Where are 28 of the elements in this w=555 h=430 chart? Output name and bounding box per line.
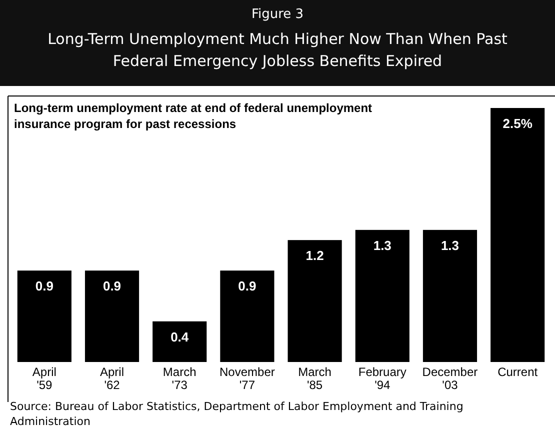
x-tick-label: March '85	[298, 365, 332, 392]
data-label: 2.5%	[502, 116, 533, 131]
x-tick-label: April '62	[100, 365, 124, 392]
chart-title: Figure 3	[251, 7, 304, 22]
data-label: 0.9	[35, 278, 54, 294]
bar	[490, 108, 545, 362]
x-tick-label: April '59	[32, 365, 56, 392]
data-label: 1.3	[440, 238, 460, 253]
bar	[152, 321, 207, 362]
bar	[84, 270, 140, 362]
chart-subtitle: Long-Term Unemployment Much Higher Now Than When Past Federal Emergency Jobless Benefits Expired	[48, 30, 508, 70]
bar	[355, 230, 410, 362]
data-label: 1.2	[306, 248, 324, 264]
bar	[422, 230, 478, 362]
data-label: 1.3	[373, 238, 392, 253]
source-note: Source: Bureau of Labor Statistics, Department of Labor Employment and Training Administration	[10, 400, 464, 428]
x-tick-label: Current	[498, 365, 538, 379]
x-tick-label: March '73	[162, 365, 196, 392]
x-tick-label: February '94	[358, 365, 406, 392]
x-tick-label: November '77	[220, 365, 275, 392]
x-tick-label: December '03	[422, 365, 478, 392]
bar	[288, 240, 342, 362]
data-label: 0.9	[238, 278, 256, 294]
data-label: 0.4	[170, 329, 190, 344]
bar	[17, 270, 72, 362]
y-axis-title: Long-term unemployment rate at end of federal unemployment insurance program for past recessions	[14, 101, 372, 131]
data-label: 0.9	[102, 278, 122, 294]
bar	[220, 270, 274, 362]
